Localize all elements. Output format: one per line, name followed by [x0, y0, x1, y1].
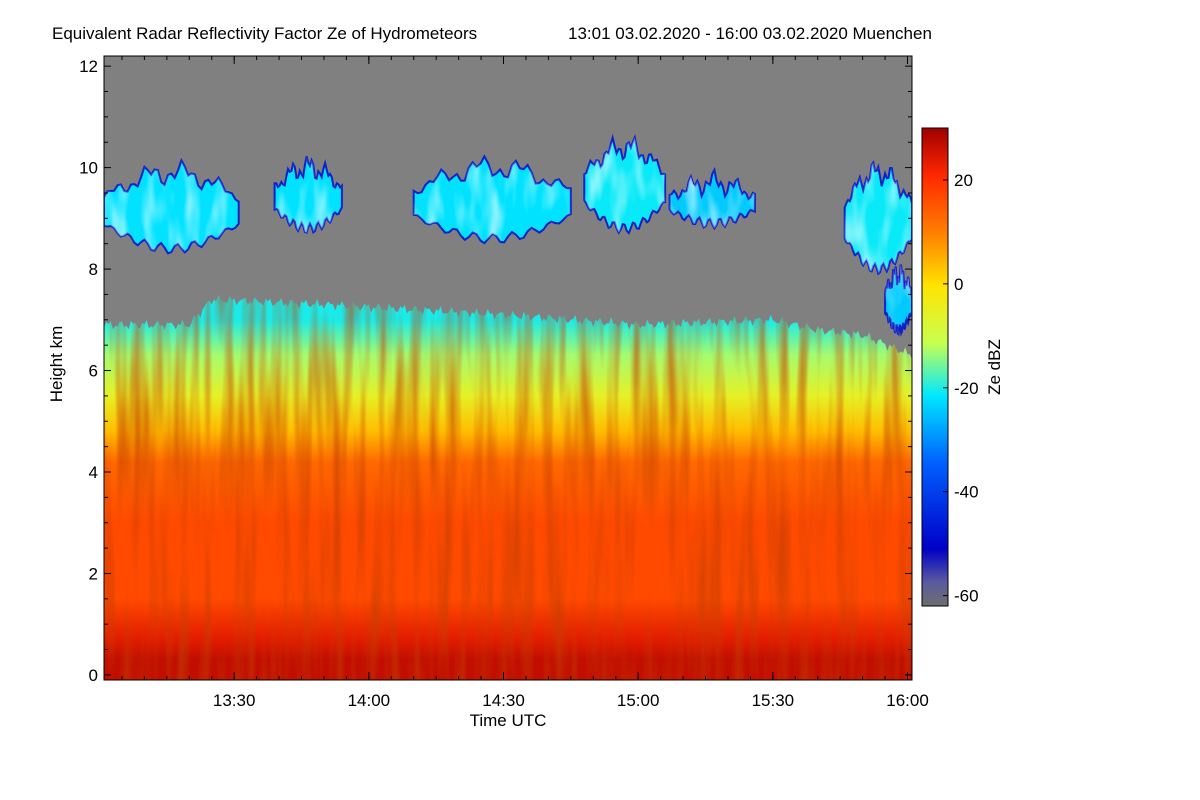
plot-frame	[103, 55, 913, 681]
y-tick-label: 10	[79, 159, 98, 178]
chart-title: Equivalent Radar Reflectivity Factor Ze …	[52, 24, 477, 43]
x-tick-label: 16:00	[886, 691, 929, 710]
upper-cloud-layers	[104, 133, 912, 338]
chart-subtitle: 13:01 03.02.2020 - 16:00 03.02.2020 Muen…	[568, 24, 932, 43]
x-tick-label: 15:30	[752, 691, 795, 710]
y-tick-label: 2	[89, 564, 98, 583]
colorbar	[921, 127, 949, 607]
y-tick-label: 4	[89, 463, 98, 482]
colorbar-tick-label: -20	[954, 379, 979, 398]
x-tick-label: 13:30	[213, 691, 256, 710]
upper-cloud-wisps	[885, 264, 912, 335]
colorbar-tick-label: -40	[954, 483, 979, 502]
colorbar-label: Ze dBZ	[985, 339, 1004, 395]
upper-cloud-wisps	[274, 156, 342, 233]
upper-cloud-wisps	[584, 137, 666, 234]
colorbar-ticks: 20 0 -20 -40 -60	[943, 171, 979, 606]
y-tick-label: 8	[89, 260, 98, 279]
y-tick-label: 6	[89, 362, 98, 381]
y-axis: 0 2 4 6 8 10 12	[79, 57, 912, 685]
y-tick-label: 12	[79, 57, 98, 76]
colorbar-tick-label: 20	[954, 171, 973, 190]
y-tick-label: 0	[89, 666, 98, 685]
upper-cloud-wisps	[413, 156, 571, 244]
upper-cloud-wisps	[104, 160, 239, 254]
x-tick-label: 15:00	[617, 691, 660, 710]
upper-cloud-wisps	[844, 162, 912, 274]
colorbar-tick-label: 0	[954, 275, 963, 294]
x-axis: 13:30 14:00 14:30 15:00 15:30 16:00	[121, 56, 929, 710]
plot-area	[104, 56, 912, 680]
x-tick-label: 14:30	[482, 691, 525, 710]
lower-cloud-streaks	[104, 294, 912, 680]
upper-cloud-wisps	[669, 169, 755, 229]
x-tick-label: 14:00	[348, 691, 391, 710]
colorbar-tick-label: -60	[954, 587, 979, 606]
x-axis-label: Time UTC	[470, 711, 547, 730]
y-axis-label: Height km	[47, 326, 66, 403]
